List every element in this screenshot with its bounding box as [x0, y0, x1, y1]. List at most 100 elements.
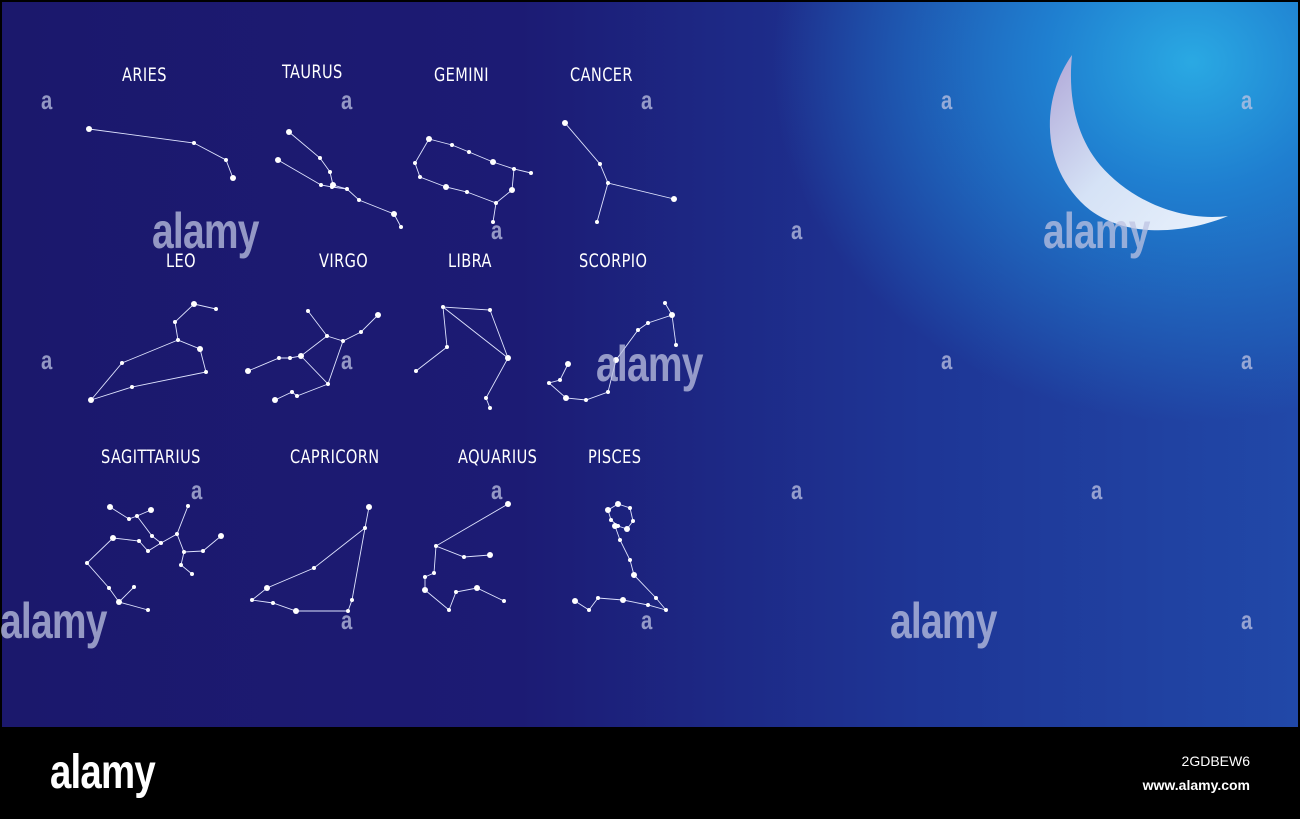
watermark-a: a [641, 605, 652, 635]
watermark: alamy [152, 203, 259, 259]
leo-star [214, 307, 218, 311]
capricorn-star [250, 598, 254, 602]
watermark-a: a [491, 215, 502, 245]
aquarius-star [422, 587, 428, 593]
night-sky-background [2, 2, 1298, 727]
label-cancer: CANCER [570, 64, 633, 86]
cancer-star [671, 196, 677, 202]
pisces-star [628, 506, 632, 510]
sagittarius-line [136, 515, 162, 544]
pisces-star [615, 501, 621, 507]
libra-star [441, 305, 445, 309]
label-sagittarius: SAGITTARIUS [101, 446, 201, 468]
libra-star [414, 369, 418, 373]
gemini-star [467, 150, 471, 154]
virgo-line [326, 314, 379, 342]
aquarius-star [432, 571, 436, 575]
scorpio-star [547, 381, 551, 385]
alamy-logo: alamy [50, 746, 156, 799]
scorpio-star [565, 361, 571, 367]
pisces-star [609, 518, 613, 522]
scorpio-line [671, 314, 677, 346]
sagittarius-star [137, 539, 141, 543]
pisces-star [572, 598, 578, 604]
footer-bar: alamy 2GDBEW6 www.alamy.com [0, 727, 1300, 819]
sagittarius-star [148, 507, 154, 513]
pisces-line [614, 525, 667, 611]
pisces-star [618, 538, 622, 542]
pisces-star [587, 608, 591, 612]
taurus-star [357, 198, 361, 202]
aries-line [88, 128, 234, 179]
taurus-star [275, 157, 281, 163]
virgo-star [272, 397, 278, 403]
aquarius-star [505, 501, 511, 507]
capricorn-line [250, 506, 370, 612]
sagittarius-star [107, 586, 111, 590]
aquarius-star [462, 555, 466, 559]
pisces-star [631, 572, 637, 578]
watermark-a: a [1241, 85, 1252, 115]
leo-star [120, 361, 124, 365]
virgo-star [277, 356, 281, 360]
aries-star [192, 141, 196, 145]
site-url[interactable]: www.alamy.com [1142, 777, 1250, 793]
libra-star [488, 406, 492, 410]
sagittarius-star [135, 514, 139, 518]
aquarius-star [447, 608, 451, 612]
watermark: alamy [596, 336, 703, 392]
watermark-a: a [941, 85, 952, 115]
aquarius-star [487, 552, 493, 558]
leo-star [173, 320, 177, 324]
watermark-a: a [1091, 475, 1102, 505]
scorpio-star [584, 398, 588, 402]
virgo-line [300, 340, 344, 385]
taurus-star [318, 156, 322, 160]
leo-star [197, 346, 203, 352]
watermark-a: a [791, 475, 802, 505]
virgo-star [295, 394, 299, 398]
sagittarius-star [190, 572, 194, 576]
taurus-star [330, 185, 334, 189]
gemini-star [529, 171, 533, 175]
label-libra: LIBRA [448, 250, 492, 272]
sagittarius-star [159, 541, 163, 545]
sagittarius-star [116, 599, 122, 605]
aquarius-star [474, 585, 480, 591]
pisces-star [646, 603, 650, 607]
crescent-moon [1049, 55, 1228, 231]
sagittarius-star [146, 549, 150, 553]
scorpio-star [646, 321, 650, 325]
virgo-star [341, 339, 345, 343]
virgo-star [326, 382, 330, 386]
gemini-star [465, 190, 469, 194]
leo-line [90, 339, 179, 401]
watermark-a: a [1241, 345, 1252, 375]
watermark-a: a [941, 345, 952, 375]
scorpio-star [558, 378, 562, 382]
watermark-a: a [1241, 605, 1252, 635]
gemini-star [450, 143, 454, 147]
pisces-star [612, 523, 618, 529]
pisces-star [596, 596, 600, 600]
sagittarius-star [127, 517, 131, 521]
aquarius-star [502, 599, 506, 603]
pisces-star [631, 519, 635, 523]
leo-star [130, 385, 134, 389]
taurus-star [286, 129, 292, 135]
sagittarius-star [107, 504, 113, 510]
virgo-star [375, 312, 381, 318]
cancer-star [606, 181, 610, 185]
watermark-a: a [341, 345, 352, 375]
capricorn-star [293, 608, 299, 614]
sagittarius-star [146, 608, 150, 612]
label-leo: LEO [166, 250, 196, 272]
sagittarius-star [186, 504, 190, 508]
pisces-star [620, 597, 626, 603]
capricorn-star [350, 598, 354, 602]
sagittarius-star [175, 532, 179, 536]
taurus-star [345, 187, 349, 191]
scorpio-star [674, 343, 678, 347]
pisces-star [664, 608, 668, 612]
watermark: alamy [1043, 203, 1150, 259]
